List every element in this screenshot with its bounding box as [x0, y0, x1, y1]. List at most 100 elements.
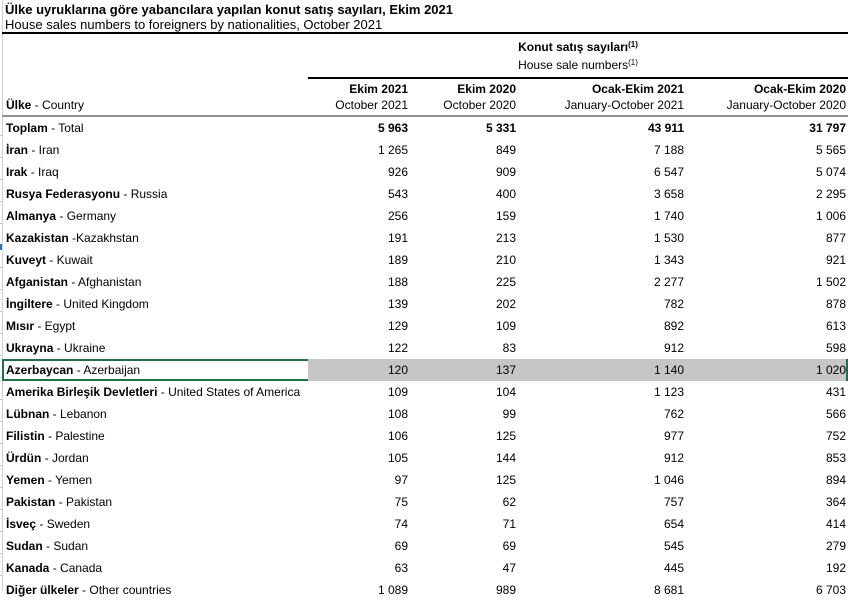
value-cell[interactable]: 74	[394, 517, 408, 531]
value-cell[interactable]: 109	[495, 319, 516, 333]
value-cell[interactable]: 83	[502, 341, 516, 355]
value-cell[interactable]: 122	[387, 341, 408, 355]
value-cell[interactable]: 762	[663, 407, 684, 421]
value-cell[interactable]: 1 343	[653, 253, 684, 267]
value-cell[interactable]: 566	[825, 407, 846, 421]
value-cell[interactable]: 129	[387, 319, 408, 333]
value-cell[interactable]: 977	[663, 429, 684, 443]
value-cell[interactable]: 75	[394, 495, 408, 509]
value-cell[interactable]: 431	[825, 385, 846, 399]
value-cell[interactable]: 921	[825, 253, 846, 267]
country-cell[interactable]: Diğer ülkeler - Other countries	[2, 579, 308, 601]
value-cell[interactable]: 2 277	[653, 275, 684, 289]
value-cell[interactable]: 752	[825, 429, 846, 443]
value-cell[interactable]: 1 046	[653, 473, 684, 487]
value-cell[interactable]: 256	[387, 209, 408, 223]
value-cell[interactable]: 279	[825, 539, 846, 553]
value-cell[interactable]: 414	[825, 517, 846, 531]
value-cell[interactable]: 43 911	[647, 121, 684, 135]
country-cell[interactable]: Kazakistan -Kazakhstan	[2, 227, 308, 249]
value-cell[interactable]: 125	[495, 429, 516, 443]
value-cell[interactable]: 543	[387, 187, 408, 201]
value-cell[interactable]: 8 681	[653, 583, 684, 597]
value-cell[interactable]: 202	[495, 297, 516, 311]
value-cell[interactable]: 989	[495, 583, 516, 597]
value-cell[interactable]: 108	[387, 407, 408, 421]
value-cell[interactable]: 364	[825, 495, 846, 509]
country-cell[interactable]: Amerika Birleşik Devletleri - United Sta…	[2, 381, 308, 403]
value-cell[interactable]: 6 547	[653, 165, 684, 179]
country-cell[interactable]: İran - Iran	[2, 139, 308, 161]
value-cell[interactable]: 5 963	[377, 121, 408, 135]
value-cell[interactable]: 71	[502, 517, 516, 531]
value-cell[interactable]: 120	[308, 359, 408, 381]
country-cell[interactable]: Ukrayna - Ukraine	[2, 337, 308, 359]
country-cell[interactable]: Pakistan - Pakistan	[2, 491, 308, 513]
value-cell[interactable]: 892	[663, 319, 684, 333]
country-cell[interactable]: İngiltere - United Kingdom	[2, 293, 308, 315]
country-cell[interactable]: Irak - Iraq	[2, 161, 308, 183]
value-cell[interactable]: 2 295	[815, 187, 846, 201]
value-cell[interactable]: 5 074	[815, 165, 846, 179]
value-cell[interactable]: 598	[825, 341, 846, 355]
country-cell[interactable]: Mısır - Egypt	[2, 315, 308, 337]
value-cell[interactable]: 125	[495, 473, 516, 487]
country-cell[interactable]: İsveç - Sweden	[2, 513, 308, 535]
value-cell[interactable]: 1 530	[653, 231, 684, 245]
value-cell[interactable]: 1 089	[377, 583, 408, 597]
value-cell[interactable]: 1 123	[653, 385, 684, 399]
country-cell[interactable]: Azerbaycan - Azerbaijan	[2, 359, 308, 381]
value-cell[interactable]: 192	[825, 561, 846, 575]
value-cell[interactable]: 912	[663, 451, 684, 465]
country-cell[interactable]: Ürdün - Jordan	[2, 447, 308, 469]
value-cell[interactable]: 926	[387, 165, 408, 179]
value-cell[interactable]: 3 658	[653, 187, 684, 201]
value-cell[interactable]: 109	[387, 385, 408, 399]
value-cell[interactable]: 31 797	[809, 121, 846, 135]
country-cell[interactable]: Kanada - Canada	[2, 557, 308, 579]
country-cell[interactable]: Kuveyt - Kuwait	[2, 249, 308, 271]
value-cell[interactable]: 894	[825, 473, 846, 487]
value-cell[interactable]: 782	[663, 297, 684, 311]
value-cell[interactable]: 188	[387, 275, 408, 289]
value-cell[interactable]: 613	[825, 319, 846, 333]
value-cell[interactable]: 213	[495, 231, 516, 245]
value-cell[interactable]: 159	[495, 209, 516, 223]
value-cell[interactable]: 545	[663, 539, 684, 553]
value-cell[interactable]: 1 265	[377, 143, 408, 157]
value-cell[interactable]: 105	[387, 451, 408, 465]
country-cell[interactable]: Yemen - Yemen	[2, 469, 308, 491]
value-cell[interactable]: 144	[495, 451, 516, 465]
value-cell[interactable]: 757	[663, 495, 684, 509]
country-cell[interactable]: Lübnan - Lebanon	[2, 403, 308, 425]
value-cell[interactable]: 47	[502, 561, 516, 575]
value-cell[interactable]: 878	[825, 297, 846, 311]
value-cell[interactable]: 1 502	[815, 275, 846, 289]
country-cell[interactable]: Toplam - Total	[2, 117, 308, 139]
value-cell[interactable]: 69	[502, 539, 516, 553]
value-cell[interactable]: 97	[394, 473, 408, 487]
country-cell[interactable]: Almanya - Germany	[2, 205, 308, 227]
value-cell[interactable]: 1 140	[516, 359, 684, 381]
value-cell[interactable]: 63	[394, 561, 408, 575]
value-cell[interactable]: 137	[408, 359, 516, 381]
value-cell[interactable]: 5 331	[485, 121, 516, 135]
value-cell[interactable]: 445	[663, 561, 684, 575]
country-cell[interactable]: Rusya Federasyonu - Russia	[2, 183, 308, 205]
value-cell[interactable]: 400	[495, 187, 516, 201]
value-cell[interactable]: 1 740	[653, 209, 684, 223]
value-cell[interactable]: 877	[825, 231, 846, 245]
value-cell[interactable]: 849	[495, 143, 516, 157]
value-cell[interactable]: 7 188	[653, 143, 684, 157]
value-cell[interactable]: 99	[502, 407, 516, 421]
value-cell[interactable]: 5 565	[815, 143, 846, 157]
value-cell[interactable]: 210	[495, 253, 516, 267]
country-cell[interactable]: Sudan - Sudan	[2, 535, 308, 557]
country-cell[interactable]: Filistin - Palestine	[2, 425, 308, 447]
value-cell[interactable]: 189	[387, 253, 408, 267]
value-cell[interactable]: 191	[387, 231, 408, 245]
value-cell[interactable]: 909	[495, 165, 516, 179]
value-cell[interactable]: 1 006	[815, 209, 846, 223]
value-cell[interactable]: 139	[387, 297, 408, 311]
value-cell[interactable]: 225	[495, 275, 516, 289]
